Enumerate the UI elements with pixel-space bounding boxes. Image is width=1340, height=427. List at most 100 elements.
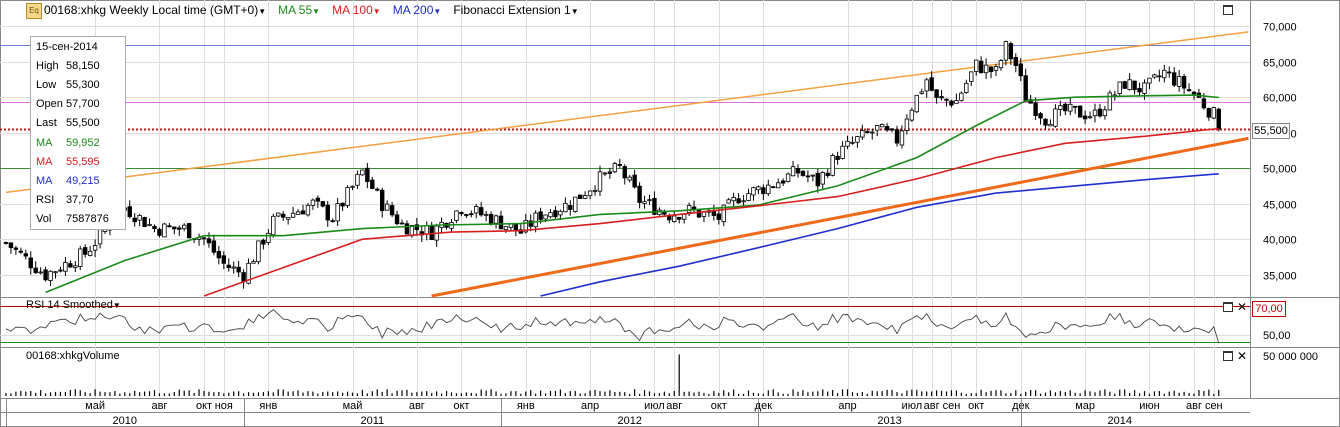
candle-body — [924, 79, 929, 92]
candle-body — [879, 123, 885, 128]
chevron-down-icon[interactable]: ▼ — [570, 7, 579, 16]
maximize-icon[interactable] — [1223, 5, 1233, 15]
candle-body — [1167, 71, 1172, 74]
candle-body — [795, 167, 801, 174]
candle-body — [241, 272, 246, 283]
fibonacci-legend[interactable]: Fibonacci Extension 1▼ — [453, 3, 579, 17]
y-tick-label: 35,000 — [1263, 271, 1297, 283]
ma100-legend[interactable]: MA 100▼ — [332, 3, 381, 17]
candle-body — [92, 245, 98, 251]
candle-body — [87, 250, 93, 256]
candle-body — [360, 169, 365, 176]
info-key: MA — [36, 136, 53, 149]
symbol-title[interactable]: 00168:xhkg Weekly Local time (GMT+0)▼ — [44, 3, 267, 17]
candle-body — [761, 187, 766, 195]
candle-body — [330, 220, 335, 223]
maximize-icon[interactable] — [1223, 351, 1233, 361]
candle-body — [914, 94, 919, 113]
candle-body — [776, 182, 781, 189]
ma200-legend[interactable]: MA 200▼ — [392, 3, 442, 17]
year-label: 2012 — [617, 415, 641, 427]
candle-body — [251, 261, 256, 264]
candle-body — [805, 175, 811, 178]
chevron-down-icon[interactable]: ▼ — [258, 7, 267, 16]
info-row: Last 55,500 — [31, 114, 125, 133]
candle-body — [355, 173, 360, 186]
candle-body — [884, 126, 890, 131]
candle-body — [157, 228, 162, 236]
candle-body — [142, 216, 147, 228]
candle-body — [830, 155, 835, 176]
month-label: апр — [581, 400, 599, 412]
rsi-panel-title[interactable]: RSI 14 Smoothed▼ — [26, 299, 121, 311]
info-key: High — [36, 59, 59, 72]
candle-body — [246, 262, 251, 284]
month-label: дек — [755, 400, 773, 412]
month-label: мар — [1075, 400, 1095, 412]
candle-body — [503, 226, 509, 231]
candle-body — [172, 226, 177, 230]
candle-body — [276, 212, 281, 217]
candle-body — [1033, 102, 1038, 116]
candle-body — [167, 225, 172, 228]
ma55-legend[interactable]: MA 55▼ — [278, 3, 321, 17]
close-icon[interactable]: ✕ — [1237, 349, 1248, 363]
candle-body — [800, 170, 806, 176]
y-tick-label: 70,000 — [1263, 22, 1297, 34]
info-value: 37,70 — [66, 194, 94, 207]
chevron-down-icon[interactable]: ▼ — [433, 7, 442, 16]
candle-body — [741, 200, 746, 203]
candle-body — [820, 172, 825, 185]
candle-body — [835, 155, 840, 161]
candle-body — [127, 206, 132, 218]
candle-body — [726, 199, 731, 204]
candle-body — [345, 187, 350, 206]
candle-body — [746, 193, 751, 202]
candle-body — [300, 210, 306, 215]
month-label: янв — [259, 400, 277, 412]
candle-body — [83, 247, 88, 255]
candle-body — [751, 187, 756, 196]
chevron-down-icon[interactable]: ▼ — [112, 301, 121, 310]
chevron-down-icon[interactable]: ▼ — [312, 7, 321, 16]
close-icon[interactable]: ✕ — [1237, 300, 1248, 314]
candle-body — [1107, 92, 1113, 111]
candle-body — [949, 100, 954, 106]
candle-body — [1058, 105, 1063, 110]
month-label: апр — [838, 400, 856, 412]
candle-body — [716, 213, 721, 220]
candle-body — [919, 91, 924, 94]
candle-body — [944, 98, 949, 101]
candle-body — [850, 141, 855, 144]
candle-body — [73, 265, 78, 268]
last-price-marker: 55,500 — [1252, 123, 1290, 139]
month-label: май — [343, 400, 363, 412]
candle-body — [686, 205, 692, 213]
chevron-down-icon[interactable]: ▼ — [372, 7, 381, 16]
candle-body — [578, 194, 583, 200]
moving-average-line — [45, 94, 1219, 294]
info-row: RSI 37,70 — [31, 191, 125, 210]
month-label: окт — [453, 400, 469, 412]
month-label: сен — [1205, 400, 1223, 412]
month-label: окт — [968, 400, 984, 412]
candle-body — [672, 215, 677, 222]
candle-body — [43, 269, 48, 281]
candle-body — [825, 172, 830, 177]
candle-body — [637, 185, 642, 203]
month-label: авг — [666, 400, 682, 412]
candle-body — [622, 166, 627, 179]
candle-body — [974, 59, 979, 72]
candle-body — [553, 210, 558, 218]
maximize-icon[interactable] — [1223, 302, 1233, 312]
candle-body — [1003, 41, 1009, 61]
candle-body — [181, 224, 187, 230]
candle-body — [582, 195, 588, 199]
info-value: 55,595 — [66, 155, 100, 168]
info-row: MA 55,595 — [31, 152, 125, 171]
candle-body — [459, 212, 464, 215]
candle-body — [701, 211, 707, 217]
candle-body — [711, 210, 717, 216]
candle-body — [18, 250, 24, 253]
